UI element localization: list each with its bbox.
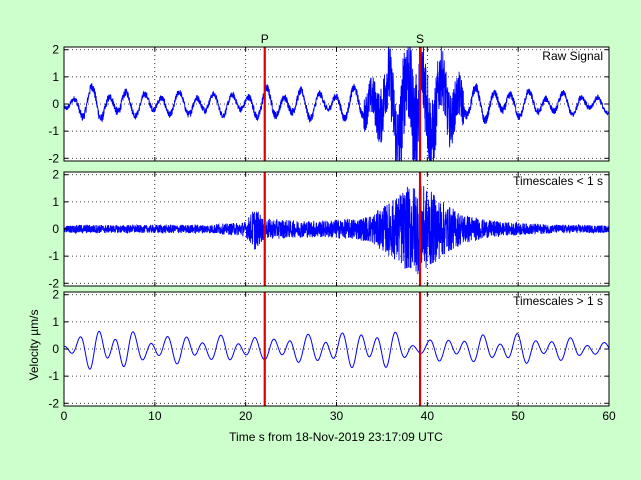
panel-1: -2 -1 0 1 2 Raw Signal P S: [48, 32, 610, 165]
y-tick-label: 0: [52, 342, 59, 356]
panel-3: -2 -1 0 1 2 Timescales > 1 s 0 10 20 30 40 50 60: [48, 288, 616, 423]
y-tick-label: 0: [52, 222, 59, 236]
series-trace: [63, 330, 610, 370]
y-tick-label: -1: [48, 124, 59, 138]
x-tick-label: 10: [148, 409, 162, 423]
panels-group: -2 -1 0 1 2 Raw Signal P S -2 -1 0 1 2 Timescales < 1…: [48, 32, 616, 423]
x-tick-label: 40: [421, 409, 435, 423]
x-tick-label: 0: [61, 409, 68, 423]
panel-title: Raw Signal: [542, 49, 603, 63]
y-tick-label: 2: [52, 43, 59, 57]
x-tick-label: 60: [602, 409, 616, 423]
series-trace: [63, 46, 610, 161]
y-tick-label: 2: [52, 288, 59, 302]
x-tick-label: 30: [330, 409, 344, 423]
y-tick-label: 0: [52, 97, 59, 111]
panel-title: Timescales < 1 s: [513, 174, 603, 188]
panel-title: Timescales > 1 s: [513, 294, 603, 308]
y-tick-label: -2: [48, 276, 59, 290]
y-tick-label: 1: [52, 70, 59, 84]
y-tick-label: -2: [48, 396, 59, 410]
y-axis-label: Velocity µm/s: [27, 310, 41, 381]
x-tick-label: 50: [511, 409, 525, 423]
y-tick-label: 1: [52, 195, 59, 209]
y-tick-label: -1: [48, 249, 59, 263]
y-tick-label: 1: [52, 315, 59, 329]
x-axis-label: Time s from 18-Nov-2019 23:17:09 UTC: [229, 430, 443, 444]
panel-2: -2 -1 0 1 2 Timescales < 1 s: [48, 168, 610, 290]
y-tick-label: -2: [48, 151, 59, 165]
y-tick-label: -1: [48, 369, 59, 383]
phase-label-s: S: [416, 32, 424, 46]
x-tick-label: 20: [239, 409, 253, 423]
y-tick-label: 2: [52, 168, 59, 182]
phase-label-p: P: [261, 32, 269, 46]
series-trace: [63, 186, 610, 275]
